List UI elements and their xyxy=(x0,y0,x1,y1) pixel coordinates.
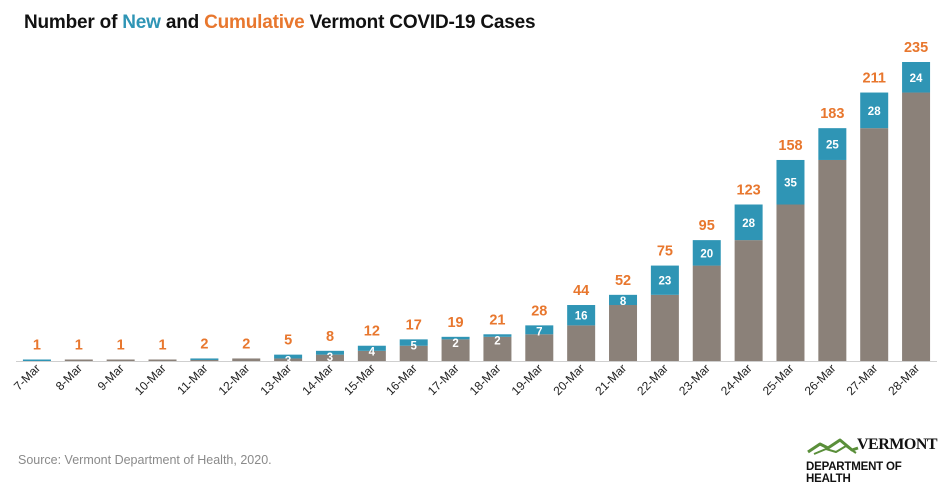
new-value-label: 3 xyxy=(327,352,333,364)
x-tick-label: 10-Mar xyxy=(132,361,169,398)
bar-base-22-Mar xyxy=(651,295,679,361)
x-tick-label: 9-Mar xyxy=(95,361,127,393)
cumulative-value-label: 2 xyxy=(242,336,250,352)
x-tick-label: 18-Mar xyxy=(467,361,504,398)
new-value-label: 5 xyxy=(411,340,418,352)
new-value-label: 25 xyxy=(826,140,839,152)
x-tick-label: 16-Mar xyxy=(383,361,420,398)
cumulative-value-label: 235 xyxy=(904,40,928,56)
bar-base-23-Mar xyxy=(693,266,721,361)
cumulative-value-label: 1 xyxy=(33,338,41,354)
bar-base-21-Mar xyxy=(609,305,637,361)
new-value-label: 23 xyxy=(658,276,671,288)
x-tick-label: 22-Mar xyxy=(634,361,671,398)
x-tick-label: 28-Mar xyxy=(885,361,922,398)
x-tick-label: 13-Mar xyxy=(257,361,294,398)
bar-base-10-Mar xyxy=(149,360,177,362)
new-value-label: 4 xyxy=(369,347,376,359)
logo-department-text: DEPARTMENT OF HEALTH xyxy=(806,461,949,485)
cumulative-value-label: 8 xyxy=(326,329,334,345)
new-value-label: 28 xyxy=(868,106,881,118)
cumulative-value-label: 44 xyxy=(573,283,589,299)
cumulative-value-label: 5 xyxy=(284,333,292,349)
x-tick-label: 26-Mar xyxy=(802,361,839,398)
cumulative-value-label: 21 xyxy=(489,312,505,328)
cumulative-value-label: 52 xyxy=(615,273,631,289)
cumulative-value-label: 1 xyxy=(117,338,125,354)
new-value-label: 20 xyxy=(700,248,713,260)
cumulative-value-label: 19 xyxy=(447,315,463,331)
logo-vermont-text: VERMONT xyxy=(857,436,937,454)
bar-new-7-Mar xyxy=(23,360,51,362)
bar-base-28-Mar xyxy=(902,93,930,361)
cumulative-value-label: 17 xyxy=(406,317,422,333)
cumulative-value-label: 12 xyxy=(364,324,380,340)
source-note: Source: Vermont Department of Health, 20… xyxy=(18,453,272,467)
x-tick-label: 19-Mar xyxy=(509,361,546,398)
x-tick-label: 20-Mar xyxy=(550,361,587,398)
bar-base-12-Mar xyxy=(232,358,260,361)
x-tick-label: 21-Mar xyxy=(592,361,629,398)
x-tick-label: 24-Mar xyxy=(718,361,755,398)
cumulative-value-label: 1 xyxy=(75,338,83,354)
bar-base-8-Mar xyxy=(65,360,93,362)
x-tick-label: 7-Mar xyxy=(11,361,43,393)
bar-base-27-Mar xyxy=(860,128,888,361)
x-tick-label: 14-Mar xyxy=(299,361,336,398)
bar-base-26-Mar xyxy=(818,160,846,361)
cumulative-value-label: 95 xyxy=(699,218,715,234)
x-tick-label: 25-Mar xyxy=(760,361,797,398)
cumulative-value-label: 2 xyxy=(200,336,208,352)
cumulative-value-label: 1 xyxy=(158,338,166,354)
new-value-label: 35 xyxy=(784,178,797,190)
cumulative-value-label: 75 xyxy=(657,244,673,260)
cumulative-value-label: 183 xyxy=(820,106,844,122)
cumulative-value-label: 28 xyxy=(531,303,547,319)
x-tick-label: 11-Mar xyxy=(174,361,210,397)
x-tick-label: 15-Mar xyxy=(341,361,378,398)
bar-new-11-Mar xyxy=(190,358,218,360)
bar-base-25-Mar xyxy=(776,205,804,361)
new-value-label: 7 xyxy=(536,326,542,338)
bar-base-24-Mar xyxy=(735,240,763,361)
cumulative-value-label: 158 xyxy=(778,138,802,154)
bar-base-9-Mar xyxy=(107,360,135,362)
new-value-label: 2 xyxy=(494,335,500,347)
cumulative-value-label: 123 xyxy=(737,183,761,199)
cumulative-value-label: 211 xyxy=(863,71,886,87)
bar-base-20-Mar xyxy=(567,325,595,361)
x-tick-label: 8-Mar xyxy=(53,361,85,393)
new-value-label: 8 xyxy=(620,296,627,308)
x-tick-label: 12-Mar xyxy=(216,361,253,398)
new-value-label: 28 xyxy=(742,218,755,230)
x-tick-label: 23-Mar xyxy=(676,361,713,398)
x-tick-label: 17-Mar xyxy=(425,361,462,398)
new-value-label: 2 xyxy=(452,338,458,350)
new-value-label: 16 xyxy=(575,311,588,323)
new-value-label: 24 xyxy=(910,73,923,85)
x-tick-label: 27-Mar xyxy=(844,361,881,398)
